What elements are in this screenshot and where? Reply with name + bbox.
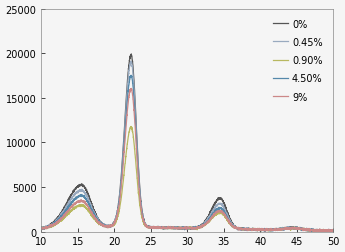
9% [151, 227, 155, 230]
Line: 0.45%: 0.45% [41, 62, 333, 232]
9% [39, 227, 43, 230]
4.50% [164, 226, 168, 229]
0.90% [151, 226, 155, 229]
Legend: 0%, 0.45%, 0.90%, 4.50%, 9%: 0%, 0.45%, 0.90%, 4.50%, 9% [270, 17, 325, 105]
0.45% [331, 230, 335, 233]
4.50% [90, 209, 94, 212]
0.45% [39, 227, 43, 230]
0% [39, 226, 43, 229]
9% [90, 211, 94, 214]
0.45% [324, 230, 328, 233]
0.45% [164, 226, 168, 229]
0% [90, 203, 94, 206]
0.45% [294, 227, 298, 230]
0.45% [151, 225, 155, 228]
0% [294, 227, 298, 230]
0.90% [72, 206, 77, 209]
0.45% [90, 207, 94, 210]
0.90% [323, 230, 327, 233]
Line: 0%: 0% [41, 55, 333, 232]
4.50% [263, 230, 267, 233]
0.90% [294, 226, 298, 229]
4.50% [72, 199, 77, 202]
0% [72, 189, 77, 192]
9% [314, 230, 318, 233]
0% [164, 227, 168, 230]
0.90% [164, 226, 168, 229]
4.50% [39, 226, 43, 229]
0% [326, 229, 330, 232]
4.50% [331, 229, 335, 232]
0.90% [326, 230, 330, 233]
Line: 4.50%: 4.50% [41, 76, 333, 232]
9% [331, 229, 335, 232]
0.90% [331, 229, 335, 232]
9% [326, 230, 330, 233]
0.90% [90, 213, 94, 216]
0.90% [129, 125, 133, 129]
9% [294, 228, 298, 231]
0.45% [72, 193, 77, 196]
9% [129, 87, 134, 90]
4.50% [129, 75, 133, 78]
4.50% [326, 229, 330, 232]
0.45% [129, 60, 133, 64]
Line: 0.90%: 0.90% [41, 127, 333, 232]
0% [320, 230, 324, 233]
0.90% [39, 227, 43, 230]
4.50% [294, 227, 298, 230]
0% [331, 229, 335, 232]
Line: 9%: 9% [41, 89, 333, 232]
9% [164, 228, 168, 231]
9% [72, 203, 77, 206]
0% [151, 227, 155, 230]
0.45% [326, 230, 330, 233]
4.50% [151, 225, 155, 228]
0% [129, 53, 134, 56]
